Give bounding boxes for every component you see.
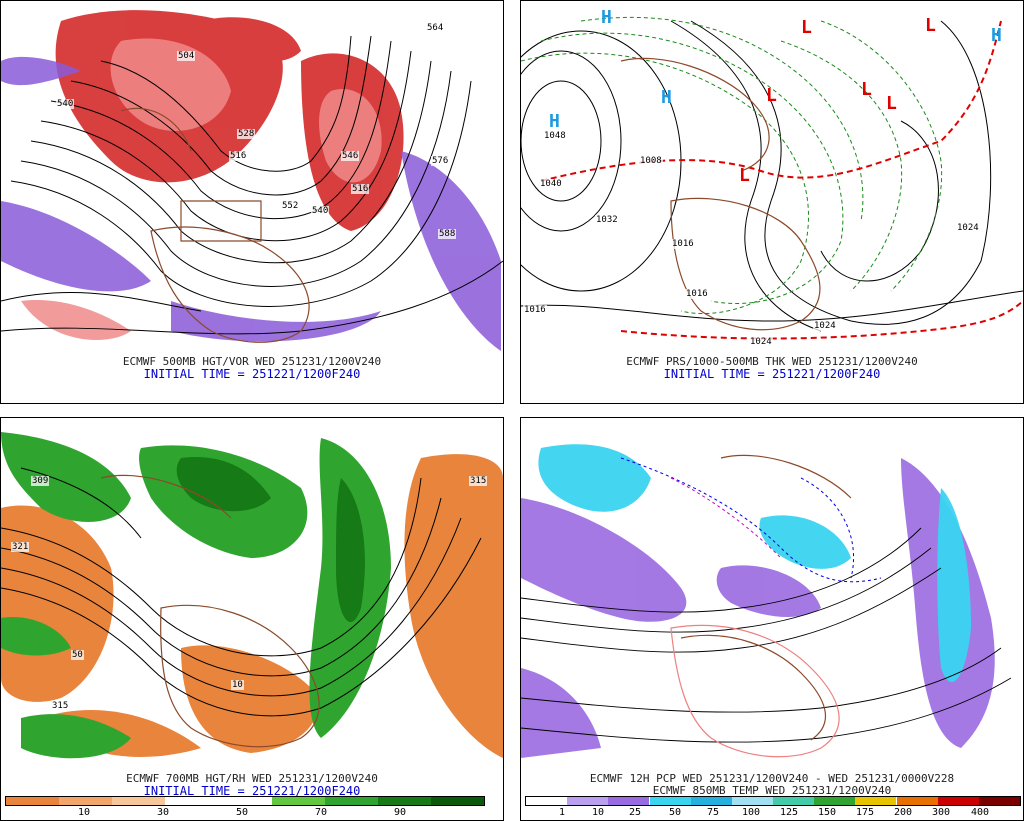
contour-label: 10: [231, 680, 244, 690]
high-pressure-marker: H: [991, 25, 1002, 46]
colorbar-swatch: [608, 797, 650, 805]
colorbar-swatch: [59, 797, 113, 805]
panel-pressure-thickness: 1048 1040 1032 1016 1024 1008 1016 1024 …: [520, 0, 1024, 404]
contour-label: 588: [438, 229, 457, 239]
caption: ECMWF PRS/1000-500MB THK WED 251231/1200…: [521, 355, 1023, 381]
colorbar-tick: 30: [156, 807, 170, 818]
caption-title: ECMWF 700MB HGT/RH WED 251231/1200V240: [126, 772, 378, 785]
low-pressure-marker: L: [925, 15, 936, 36]
caption-title: ECMWF 500MB HGT/VOR WED 251231/1200V240: [122, 355, 382, 368]
colorbar-swatch: [526, 797, 568, 805]
contour-label: 552: [281, 201, 300, 211]
map-500mb-vorticity: [1, 1, 503, 357]
contour-label: 564: [426, 23, 445, 33]
colorbar-swatch: [978, 797, 1020, 805]
contour-label: 516: [229, 151, 248, 161]
colorbar-swatch: [814, 797, 856, 805]
colorbar-tick: 50: [668, 807, 682, 818]
colorbar-tick: 175: [855, 807, 875, 818]
high-pressure-marker: H: [549, 111, 560, 132]
contour-label: 315: [469, 476, 488, 486]
colorbar-swatch: [218, 797, 272, 805]
high-pressure-marker: H: [661, 87, 672, 108]
colorbar-tick: 300: [931, 807, 951, 818]
colorbar-swatch: [896, 797, 938, 805]
caption-initial-time: INITIAL TIME = 251221/1200F240: [143, 784, 361, 798]
colorbar-swatch: [649, 797, 691, 805]
caption: ECMWF 700MB HGT/RH WED 251231/1200V240 I…: [1, 772, 503, 798]
contour-label: 321: [11, 542, 30, 552]
map-pressure-thickness: [521, 1, 1023, 357]
colorbar-tick: 400: [970, 807, 990, 818]
low-pressure-marker: L: [886, 93, 897, 114]
colorbar-tick: 90: [393, 807, 407, 818]
colorbar-tick: 1: [558, 807, 566, 818]
colorbar-tick: 100: [741, 807, 761, 818]
contour-label: 528: [237, 129, 256, 139]
colorbar-swatch: [937, 797, 979, 805]
panel-precip-850temp: ECMWF 12H PCP WED 251231/1200V240 - WED …: [520, 417, 1024, 821]
caption: ECMWF 500MB HGT/VOR WED 251231/1200V240 …: [1, 355, 503, 381]
contour-label: 576: [431, 156, 450, 166]
isobar-label: 1016: [685, 289, 709, 299]
colorbar-swatch: [430, 797, 484, 805]
isobar-label: 1016: [671, 239, 695, 249]
low-pressure-marker: L: [766, 85, 777, 106]
colorbar-swatch: [855, 797, 897, 805]
contour-label: 540: [56, 99, 75, 109]
colorbar-swatch: [567, 797, 609, 805]
contour-label: 516: [351, 184, 370, 194]
colorbar-swatch: [773, 797, 815, 805]
colorbar-tick: 10: [591, 807, 605, 818]
isobar-label: 1032: [595, 215, 619, 225]
caption-initial-time: INITIAL TIME = 251221/1200F240: [663, 367, 881, 381]
isobar-label: 1024: [749, 337, 773, 347]
isobar-label: 1048: [543, 131, 567, 141]
isobar-label: 1024: [956, 223, 980, 233]
precip-colorbar: 1 10 25 50 75 100 125 150 175 200 300 40…: [525, 796, 1021, 818]
contour-label: 546: [341, 151, 360, 161]
colorbar-swatch: [324, 797, 378, 805]
colorbar-tick: 200: [893, 807, 913, 818]
contour-label: 540: [311, 206, 330, 216]
isobar-label: 1040: [539, 179, 563, 189]
colorbar-swatch: [731, 797, 773, 805]
colorbar-swatch: [271, 797, 325, 805]
isobar-label: 1008: [639, 156, 663, 166]
colorbar-swatch: [112, 797, 166, 805]
map-precip-850temp: [521, 432, 1023, 774]
panel-500mb-vorticity: 564 504 516 528 540 552 546 576 588 540 …: [0, 0, 504, 404]
low-pressure-marker: L: [739, 165, 750, 186]
colorbar-tick: 10: [77, 807, 91, 818]
contour-label: 315: [51, 701, 70, 711]
colorbar-swatch: [690, 797, 732, 805]
panel-700mb-rh: 309 321 315 315 10 50 ECMWF 700MB HGT/RH…: [0, 417, 504, 821]
caption: ECMWF 12H PCP WED 251231/1200V240 - WED …: [521, 773, 1023, 797]
colorbar-swatches: [525, 796, 1021, 806]
colorbar-swatch: [377, 797, 431, 805]
colorbar-swatch: [165, 797, 219, 805]
contour-label: 50: [71, 650, 84, 660]
caption-subtitle: ECMWF 850MB TEMP WED 251231/1200V240: [652, 784, 892, 797]
caption-title: ECMWF PRS/1000-500MB THK WED 251231/1200…: [626, 355, 918, 368]
high-pressure-marker: H: [601, 7, 612, 28]
isobar-label: 1016: [523, 305, 547, 315]
colorbar-tick: 125: [779, 807, 799, 818]
caption-title: ECMWF 12H PCP WED 251231/1200V240 - WED …: [589, 772, 955, 785]
colorbar-tick: 25: [628, 807, 642, 818]
colorbar-tick: 50: [235, 807, 249, 818]
rh-colorbar: 10 30 50 70 90: [5, 796, 485, 818]
contour-label: 504: [177, 51, 196, 61]
low-pressure-marker: L: [861, 79, 872, 100]
colorbar-tick: 150: [817, 807, 837, 818]
caption-initial-time: INITIAL TIME = 251221/1200F240: [143, 367, 361, 381]
isobar-label: 1024: [813, 321, 837, 331]
colorbar-tick: 70: [314, 807, 328, 818]
map-700mb-rh: [1, 432, 503, 774]
low-pressure-marker: L: [801, 17, 812, 38]
colorbar-swatch: [6, 797, 60, 805]
colorbar-tick: 75: [706, 807, 720, 818]
colorbar-swatches: [5, 796, 485, 806]
contour-label: 309: [31, 476, 50, 486]
